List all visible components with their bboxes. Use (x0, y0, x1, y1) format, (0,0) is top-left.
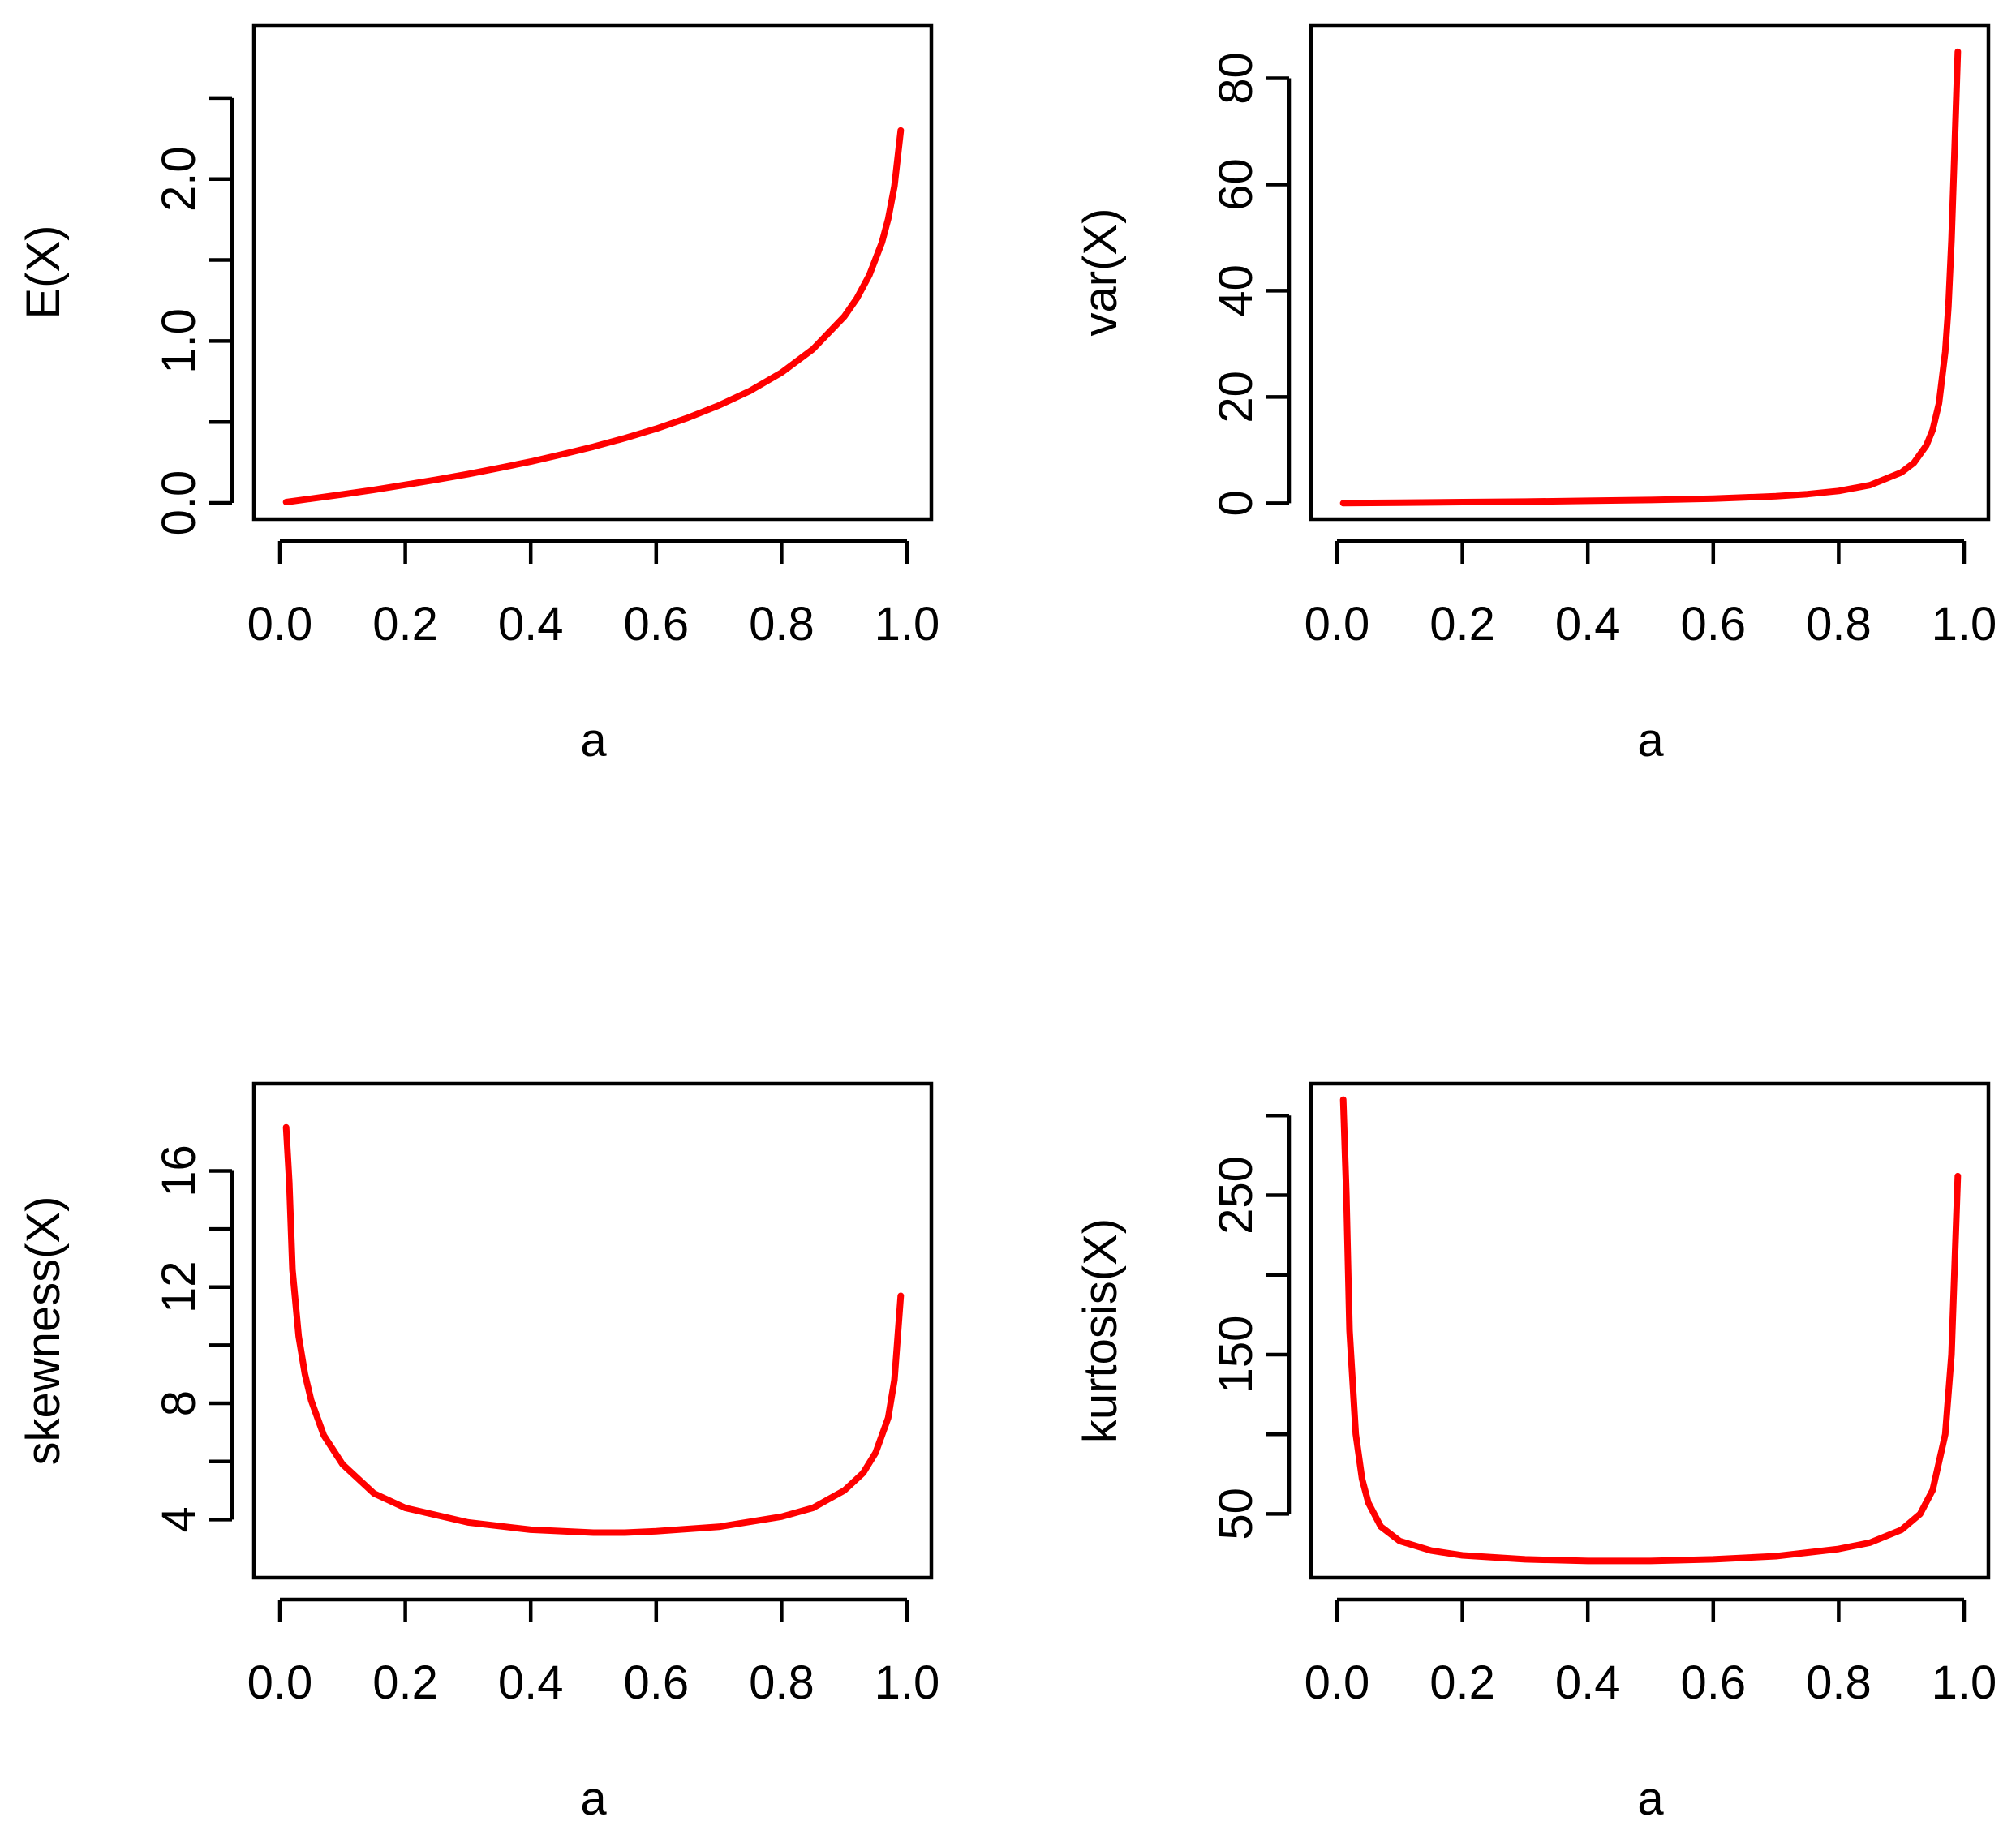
series-line-1 (1339, 1096, 1962, 1565)
plot-frame (251, 1081, 934, 1580)
x-tick-label: 0.2 (372, 1656, 438, 1709)
x-tick-label: 0.2 (1429, 598, 1495, 651)
y-axis-label: skewness(X) (17, 1196, 70, 1466)
x-tick-label: 1.0 (875, 598, 940, 651)
chart-panel-3: 0.0 0.2 0.4 0.6 0.8 1.0 a 4 8 12 16 skewness(X) (17, 1081, 940, 1825)
x-tick-label: 0.6 (623, 1656, 689, 1709)
y-tick-label: 20 (1210, 371, 1262, 423)
x-tick-label: 0.0 (1305, 598, 1370, 651)
x-tick-label: 0.8 (1806, 1656, 1872, 1709)
x-tick-label: 0.8 (749, 1656, 815, 1709)
plot-frame (1309, 1081, 1991, 1580)
series-line-1 (1339, 48, 1962, 507)
x-tick-label: 0.6 (1680, 1656, 1746, 1709)
x-tick-label: 0.0 (1305, 1656, 1370, 1709)
x-tick-label: 0.2 (372, 598, 438, 651)
y-tick-label: 250 (1210, 1156, 1262, 1235)
x-axis-label: a (1637, 1772, 1664, 1825)
x-tick-label: 1.0 (1932, 1656, 1997, 1709)
y-tick-label: 150 (1210, 1316, 1262, 1394)
y-tick-label: 80 (1210, 52, 1262, 105)
series-line-1 (282, 1123, 905, 1536)
y-tick-label: 4 (153, 1506, 205, 1532)
y-axis-label: E(X) (17, 225, 70, 320)
chart-panel-4: 0.0 0.2 0.4 0.6 0.8 1.0 a 50 150 250 kurtosis(X) (1074, 1081, 1997, 1825)
x-tick-label: 0.4 (498, 598, 564, 651)
series-line-1 (282, 127, 905, 505)
x-axis-label: a (580, 714, 607, 767)
x-tick-label: 0.4 (498, 1656, 564, 1709)
chart-panel-1: 0.0 0.2 0.4 0.6 0.8 1.0 a 0.0 1.0 2.0 E(X) (17, 23, 940, 767)
x-axis-label: a (580, 1772, 607, 1825)
x-tick-label: 0.6 (623, 598, 689, 651)
x-tick-label: 1.0 (875, 1656, 940, 1709)
y-tick-label: 12 (153, 1261, 205, 1314)
chart-panel-2: 0.0 0.2 0.4 0.6 0.8 1.0 a 0 20 40 60 80 var(X) (1074, 23, 1997, 767)
y-axis-label: var(X) (1074, 208, 1127, 337)
x-tick-label: 0.8 (1806, 598, 1872, 651)
x-tick-label: 0.2 (1429, 1656, 1495, 1709)
y-tick-label: 40 (1210, 264, 1262, 317)
x-tick-label: 0.6 (1680, 598, 1746, 651)
x-axis-label: a (1637, 714, 1664, 767)
y-tick-label: 1.0 (153, 308, 205, 374)
x-tick-label: 1.0 (1932, 598, 1997, 651)
y-tick-label: 60 (1210, 158, 1262, 211)
x-tick-label: 0.4 (1555, 1656, 1621, 1709)
y-tick-label: 0.0 (153, 470, 205, 536)
y-tick-label: 0 (1210, 490, 1262, 516)
x-tick-label: 0.0 (247, 1656, 313, 1709)
y-tick-label: 8 (153, 1390, 205, 1416)
x-tick-label: 0.4 (1555, 598, 1621, 651)
x-tick-label: 0.8 (749, 598, 815, 651)
plot-frame (1309, 23, 1991, 522)
x-tick-label: 0.0 (247, 598, 313, 651)
y-axis-label: kurtosis(X) (1074, 1218, 1127, 1443)
plot-frame (251, 23, 934, 522)
y-tick-label: 16 (153, 1145, 205, 1197)
y-tick-label: 2.0 (153, 146, 205, 212)
y-tick-label: 50 (1210, 1488, 1262, 1540)
